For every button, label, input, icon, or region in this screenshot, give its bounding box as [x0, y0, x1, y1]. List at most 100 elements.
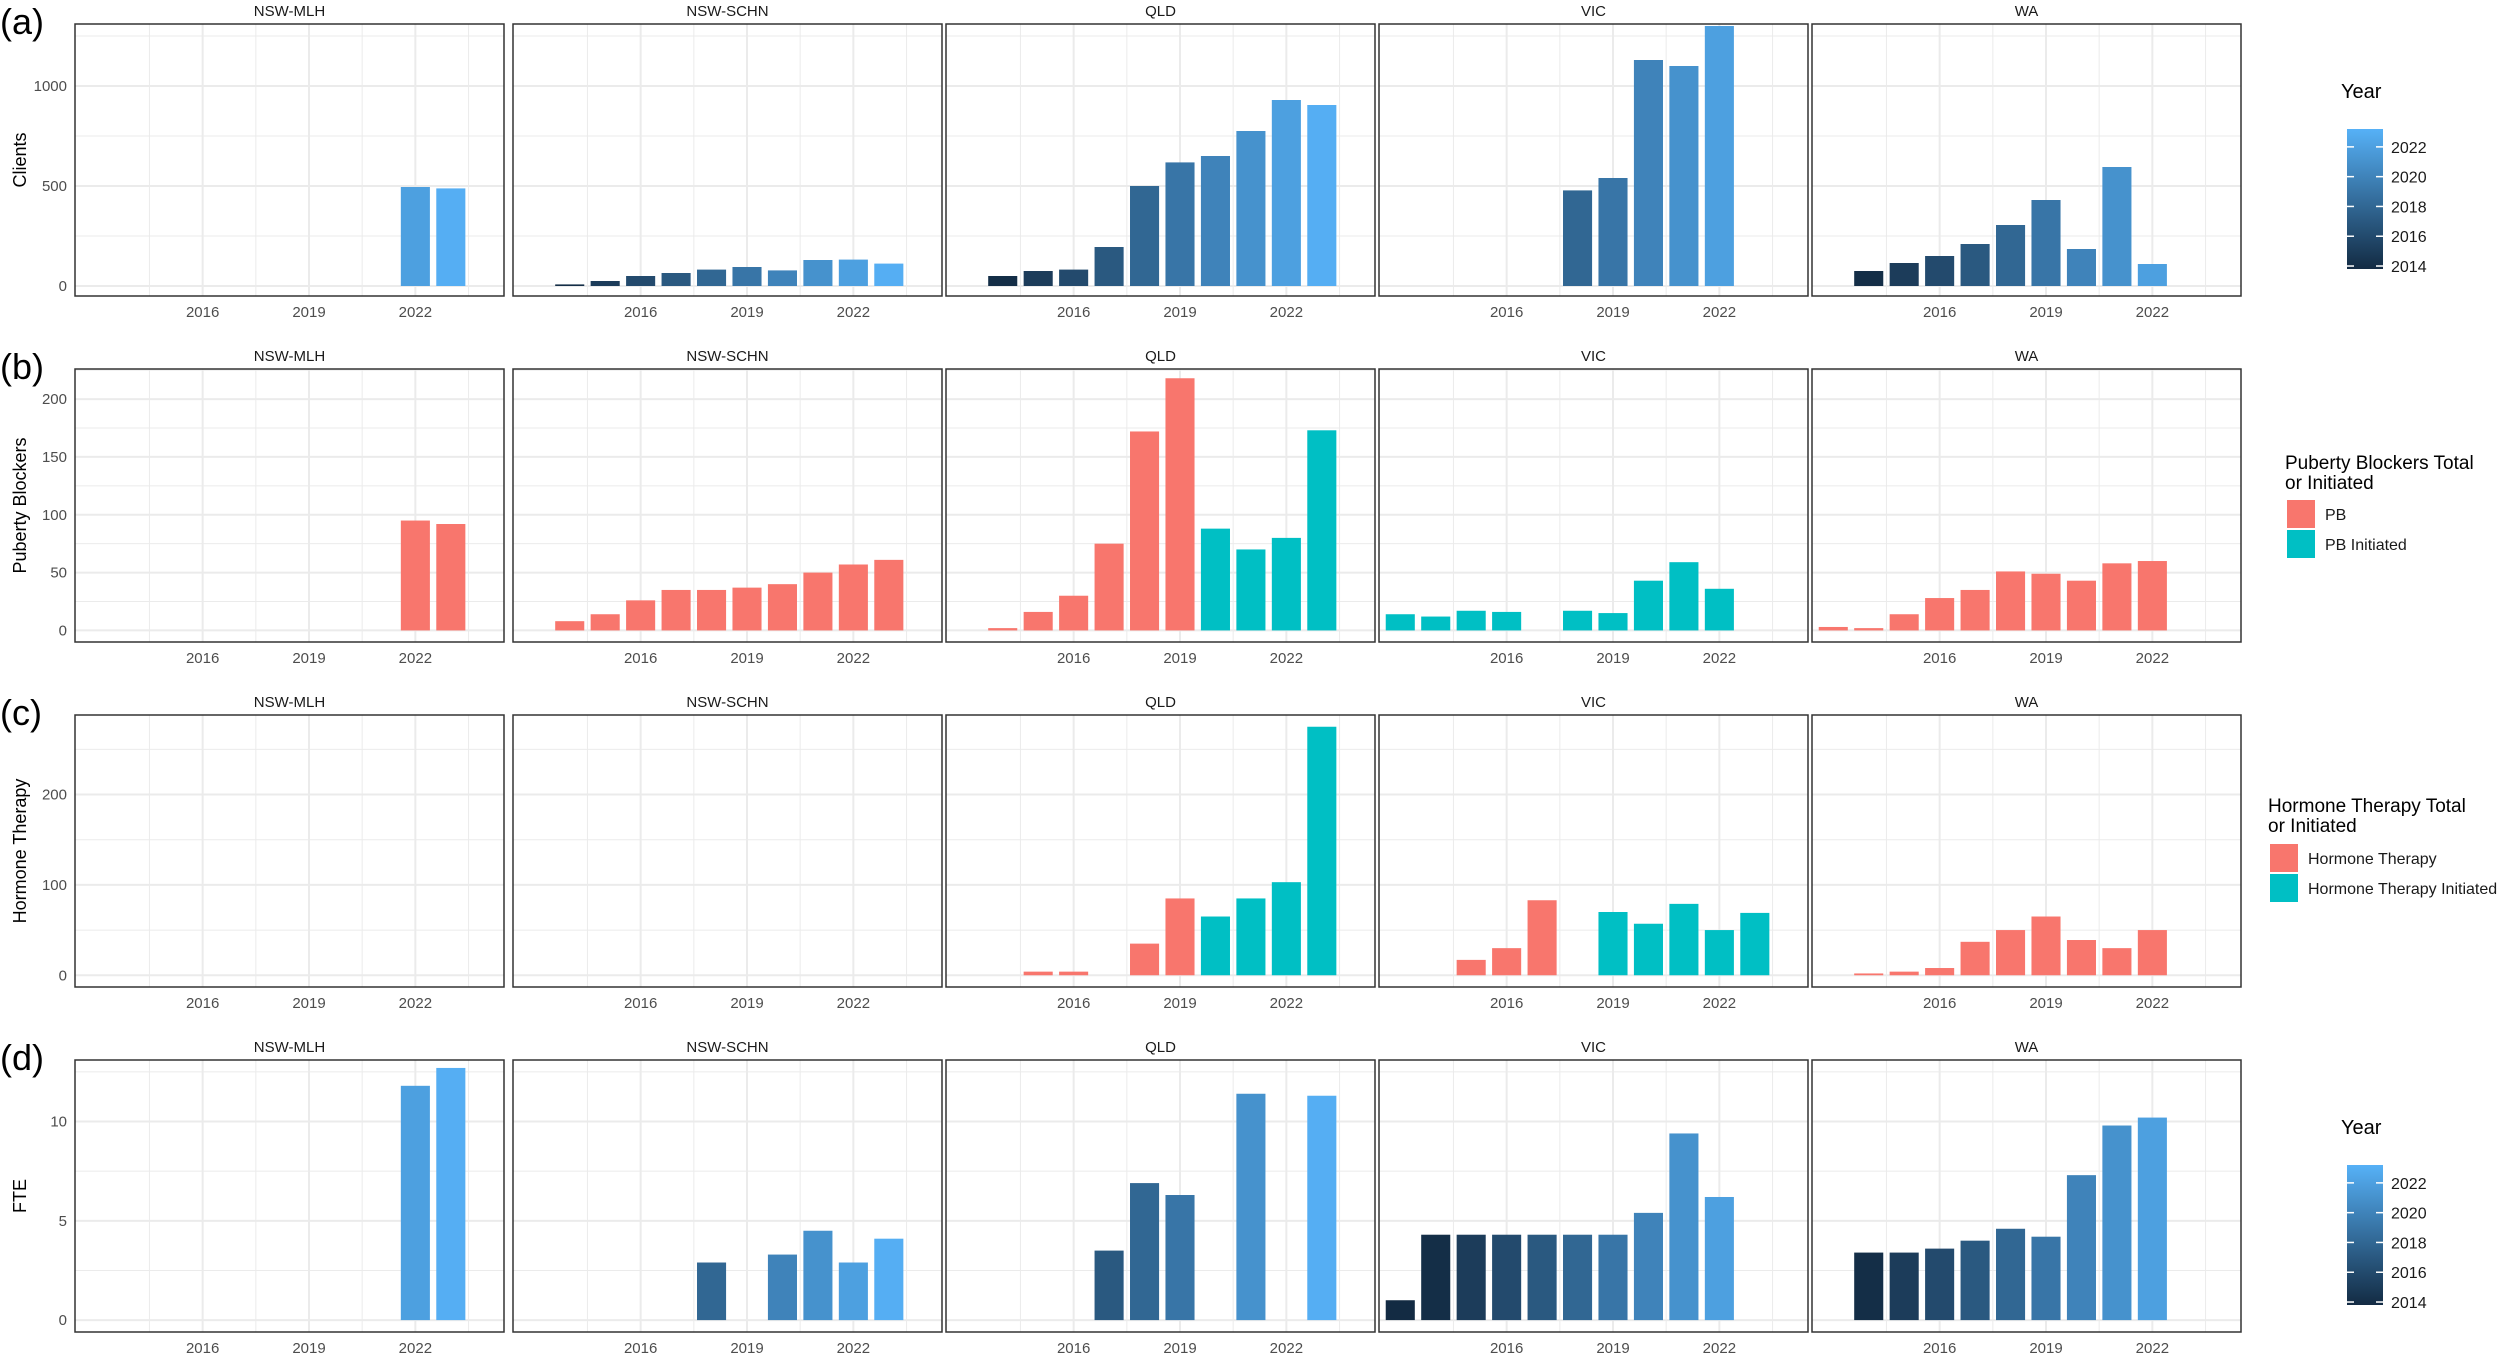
- y-tick-label: 500: [42, 178, 67, 195]
- x-tick-label: 2016: [1923, 1340, 1956, 1357]
- legend: Puberty Blockers Total or Initiated PB PB …: [2285, 453, 2474, 558]
- panel-border: [1378, 1059, 1809, 1333]
- bar: [400, 187, 430, 286]
- x-tick-label: 2016: [1490, 1340, 1523, 1357]
- bar: [1598, 178, 1628, 286]
- bar: [2102, 948, 2132, 976]
- bar: [1854, 271, 1884, 286]
- legend-key: [2270, 844, 2298, 872]
- bar: [732, 587, 762, 631]
- bar: [436, 524, 466, 631]
- x-tick-label: 2022: [837, 304, 870, 321]
- facet-panel: NSW-SCHN 2016 2019 2022: [512, 1039, 943, 1357]
- legend-tick-label: 2018: [2391, 1235, 2427, 1252]
- bar: [1854, 628, 1884, 631]
- bar: [436, 188, 466, 286]
- panel-border: [945, 23, 1376, 297]
- bar: [1598, 613, 1628, 631]
- facet-title: NSW-SCHN: [686, 1039, 768, 1056]
- x-tick-label: 2019: [730, 1340, 763, 1357]
- bar: [697, 589, 727, 631]
- bar: [626, 276, 656, 286]
- facet-panel: NSW-MLH 2016 2019 2022 0 5 10: [50, 1039, 505, 1357]
- facet-title: QLD: [1145, 348, 1176, 365]
- x-tick-label: 2022: [2136, 650, 2169, 667]
- bar: [400, 520, 430, 631]
- bar: [1563, 1234, 1593, 1321]
- y-tick-label: 10: [50, 1114, 67, 1131]
- panel-border: [512, 23, 943, 297]
- legend-tick-label: 2016: [2391, 229, 2427, 246]
- facet-panel: QLD 2016 2019 2022: [945, 3, 1376, 321]
- y-tick-label: 0: [59, 278, 67, 295]
- bar: [1704, 930, 1734, 976]
- bar: [555, 284, 585, 286]
- bar: [2031, 916, 2061, 976]
- facet-title: VIC: [1581, 1039, 1606, 1056]
- bar: [1925, 968, 1955, 976]
- facet-panel: VIC 2016 2019 2022: [1378, 3, 1809, 321]
- x-tick-label: 2019: [2029, 304, 2062, 321]
- bar: [1704, 26, 1734, 286]
- panel-border: [1811, 368, 2242, 643]
- legend-tick-label: 2014: [2391, 1295, 2427, 1312]
- bar: [1385, 614, 1415, 631]
- x-tick-label: 2019: [730, 995, 763, 1012]
- bar: [1236, 131, 1266, 286]
- legend-title: Year: [2341, 81, 2382, 103]
- panel-border: [945, 368, 1376, 643]
- facet-title: WA: [2015, 1039, 2039, 1056]
- x-tick-label: 2022: [399, 995, 432, 1012]
- bar: [1271, 882, 1301, 976]
- x-tick-label: 2016: [1490, 995, 1523, 1012]
- bar: [803, 572, 833, 631]
- x-tick-label: 2022: [399, 304, 432, 321]
- x-tick-label: 2016: [186, 304, 219, 321]
- facet-panel: WA 2016 2019 2022: [1811, 3, 2242, 321]
- bar: [1925, 1248, 1955, 1321]
- bar: [1960, 244, 1990, 286]
- x-tick-label: 2019: [292, 304, 325, 321]
- legend-key: [2270, 874, 2298, 902]
- bar: [2031, 573, 2061, 631]
- bar: [1165, 1195, 1195, 1321]
- x-tick-label: 2016: [1490, 650, 1523, 667]
- bar: [1669, 903, 1699, 976]
- x-tick-label: 2022: [837, 650, 870, 667]
- x-tick-label: 2016: [1057, 1340, 1090, 1357]
- bar: [874, 559, 904, 631]
- bar: [1130, 943, 1160, 976]
- bar: [697, 1262, 727, 1321]
- bar: [1492, 948, 1522, 976]
- bar: [2137, 561, 2167, 631]
- legend-colorbar: [2347, 129, 2383, 269]
- bar: [1960, 941, 1990, 976]
- facet-title: NSW-SCHN: [686, 694, 768, 711]
- bar: [1165, 898, 1195, 976]
- y-tick-label: 200: [42, 391, 67, 408]
- x-tick-label: 2016: [1490, 304, 1523, 321]
- bar: [1598, 911, 1628, 976]
- facet-title: NSW-MLH: [254, 1039, 325, 1056]
- legend: Year 2022 2020 2018 2016 2014: [2341, 81, 2427, 276]
- bar: [1023, 271, 1053, 286]
- legend-item-label: Hormone Therapy Initiated: [2308, 881, 2497, 898]
- x-tick-label: 2019: [292, 995, 325, 1012]
- y-axis-label: Clients: [10, 132, 30, 187]
- bar: [400, 1085, 430, 1321]
- x-tick-label: 2019: [730, 304, 763, 321]
- bar: [1492, 1234, 1522, 1321]
- x-tick-label: 2016: [624, 995, 657, 1012]
- bar: [1669, 1133, 1699, 1321]
- bar: [1633, 60, 1663, 286]
- panel-border: [1811, 1059, 2242, 1333]
- bar: [1130, 186, 1160, 286]
- facet-panel: VIC 2016 2019 2022: [1378, 1039, 1809, 1357]
- bar: [1633, 580, 1663, 631]
- bar: [1996, 1228, 2026, 1321]
- x-tick-label: 2022: [1703, 995, 1736, 1012]
- x-tick-label: 2016: [186, 650, 219, 667]
- bar: [1271, 100, 1301, 286]
- bar: [1023, 611, 1053, 631]
- x-tick-label: 2019: [1596, 1340, 1629, 1357]
